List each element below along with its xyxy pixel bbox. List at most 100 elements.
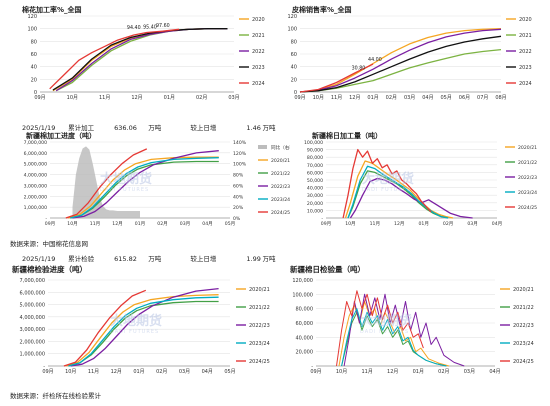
- y2-tick-label: 80%: [233, 173, 244, 179]
- x-tick-label: 01月: [164, 95, 175, 101]
- series-line-2020: [299, 28, 502, 93]
- x-tick-label: 02月: [443, 221, 453, 227]
- x-tick-label: 09月: [45, 221, 55, 227]
- legend-label: 2023/24: [513, 341, 534, 347]
- series-line-2023: [52, 28, 228, 91]
- y-tick-label: 50,000: [307, 178, 323, 184]
- x-tick-label: 10月: [67, 95, 78, 101]
- series-line-2022-23: [349, 177, 473, 219]
- summary-value: 615.82: [114, 255, 137, 263]
- legend-label: 2020/21: [271, 158, 290, 164]
- data-label: 30.80: [352, 65, 366, 71]
- series-line-2022-23: [70, 287, 219, 367]
- summary-date: 2025/1/19: [22, 255, 56, 263]
- y-tick-label: 5,000,000: [24, 162, 47, 168]
- legend-label: 2023/24: [249, 341, 270, 347]
- y2-tick-label: 40%: [233, 194, 244, 200]
- legend-label: 2021/22: [518, 160, 537, 166]
- daily-inspection-plot: - 20,000 40,000 60,000 80,000 100,000 120,000 0…: [292, 278, 534, 375]
- y-tick-label: 4,000,000: [24, 173, 47, 179]
- x-tick-label: 09月: [294, 95, 305, 101]
- inspection-summary: 2025/1/19 累计检验 615.82 万吨 较上日增 1.99 万吨: [22, 253, 275, 263]
- x-tick-label: 09月: [310, 369, 321, 375]
- series-line-2022: [299, 28, 502, 93]
- x-tick-label: 01月: [135, 221, 145, 227]
- x-tick-label: 11月: [361, 369, 372, 375]
- inspection-progress-plot: - 1,000,000 2,000,000 3,000,000 4,000,000 5,0…: [20, 278, 270, 375]
- x-tick-label: 12月: [387, 369, 398, 375]
- y-tick-label: 60: [31, 52, 37, 58]
- series-line-2024-25: [65, 148, 148, 219]
- x-tick-label: 03月: [179, 369, 190, 375]
- x-tick-label: 03月: [180, 221, 190, 227]
- series-line-2021: [299, 48, 502, 93]
- y-tick-label: 100,000: [292, 292, 313, 298]
- legend-label: 2021: [252, 33, 265, 39]
- legend-label: 2024/25: [518, 205, 537, 211]
- x-tick-label: 11月: [370, 221, 380, 227]
- summary-delta: 1.46: [246, 124, 261, 132]
- data-label: 44.00: [368, 57, 382, 63]
- x-tick-label: 11月: [90, 221, 100, 227]
- source-note: 数据来源：中国棉花信息网: [10, 240, 88, 248]
- y-tick-label: 20,000: [307, 201, 323, 207]
- y-tick-label: 80: [31, 39, 37, 45]
- x-tick-label: 10月: [313, 95, 324, 101]
- x-tick-label: 11月: [99, 95, 110, 101]
- summary-unit: 万吨: [148, 124, 162, 132]
- y2-tick-label: 20%: [233, 205, 244, 211]
- y-tick-label: 40: [31, 65, 37, 71]
- processing-rate-plot: 0 20 40 60 80 100 120 09月 10月 11月 12月 01月 02月 03月 94.4…: [27, 14, 265, 101]
- x-tick-label: 02月: [157, 221, 167, 227]
- legend-label: 2022: [252, 49, 265, 55]
- legend-label: 2024/25: [271, 210, 290, 216]
- legend-label: 2024/25: [249, 359, 270, 365]
- legend-label: 同比（右轴）: [271, 144, 290, 151]
- x-tick-label: 03月: [404, 95, 415, 101]
- y-tick-label: 60,000: [307, 170, 323, 176]
- legend-label: 2022/23: [518, 175, 537, 181]
- x-tick-label: 12月: [349, 95, 360, 101]
- summary-unit2: 万吨: [262, 124, 276, 132]
- y-tick-label: 0: [34, 90, 37, 96]
- legend-label: 2022/23: [271, 184, 290, 190]
- x-tick-label: 02月: [438, 369, 449, 375]
- y-tick-label: 120: [27, 14, 37, 20]
- y-tick-label: -: [45, 217, 47, 222]
- processing-summary: 2025/1/19 累计加工 636.06 万吨 较上日增 1.46 万吨: [22, 122, 275, 132]
- x-tick-label: 10月: [67, 221, 77, 227]
- legend-label: 2020: [252, 17, 265, 23]
- x-tick-label: 02月: [156, 369, 167, 375]
- legend-label: 2022/23: [513, 323, 534, 329]
- y-tick-label: 10,000: [307, 208, 323, 214]
- series-line-2021-22: [347, 170, 449, 219]
- y-tick-label: 0: [294, 90, 297, 96]
- legend-label: 2022: [519, 49, 532, 55]
- watermark-logo: 大地期货 DADI FUTURES: [362, 172, 415, 193]
- data-label: 94.40: [127, 25, 141, 31]
- legend-label: 2021/22: [513, 305, 534, 311]
- summary-delta: 1.99: [246, 255, 261, 263]
- series-line-2020-21: [67, 156, 219, 219]
- chart-xinjiang-processing-progress: 新疆棉加工进度（吨） - 1,000,000 2,000,000 3,000,000 4…: [0, 128, 290, 234]
- x-tick-label: 11月: [331, 95, 342, 101]
- y-tick-label: 7,000,000: [24, 140, 47, 146]
- y-tick-label: 4,000,000: [20, 315, 45, 321]
- processing-progress-plot: - 1,000,000 2,000,000 3,000,000 4,000,000 5,0…: [24, 140, 290, 227]
- y-tick-label: 80,000: [307, 155, 323, 161]
- chart-xinjiang-inspection-progress: 新疆棉检验进度（吨） - 1,000,000 2,000,000 3,000,000 4…: [0, 262, 280, 384]
- chart-xinjiang-daily-processing: 新疆棉日加工量（吨） - 10,000 20,000 30,000 40,000 50,0…: [292, 128, 550, 234]
- data-label: 97.60: [156, 23, 170, 29]
- watermark-logo: 大地期货 DADI FUTURES: [360, 314, 413, 335]
- y-tick-label: 5,000,000: [20, 303, 45, 309]
- y-tick-label: 3,000,000: [24, 183, 47, 189]
- y-tick-label: 80,000: [296, 307, 314, 313]
- y-tick-label: 100: [287, 27, 297, 33]
- y-tick-label: 1,000,000: [20, 352, 45, 358]
- legend-label: 2020: [519, 17, 532, 23]
- y-tick-label: 90,000: [307, 148, 323, 154]
- y2-tick-label: 0%: [233, 216, 241, 222]
- x-tick-label: 09月: [321, 221, 331, 227]
- chart-processing-rate: 棉花加工率%_全国 0 20 40 60 80 100 120 09月 10月 11月 12月 01月…: [0, 0, 270, 108]
